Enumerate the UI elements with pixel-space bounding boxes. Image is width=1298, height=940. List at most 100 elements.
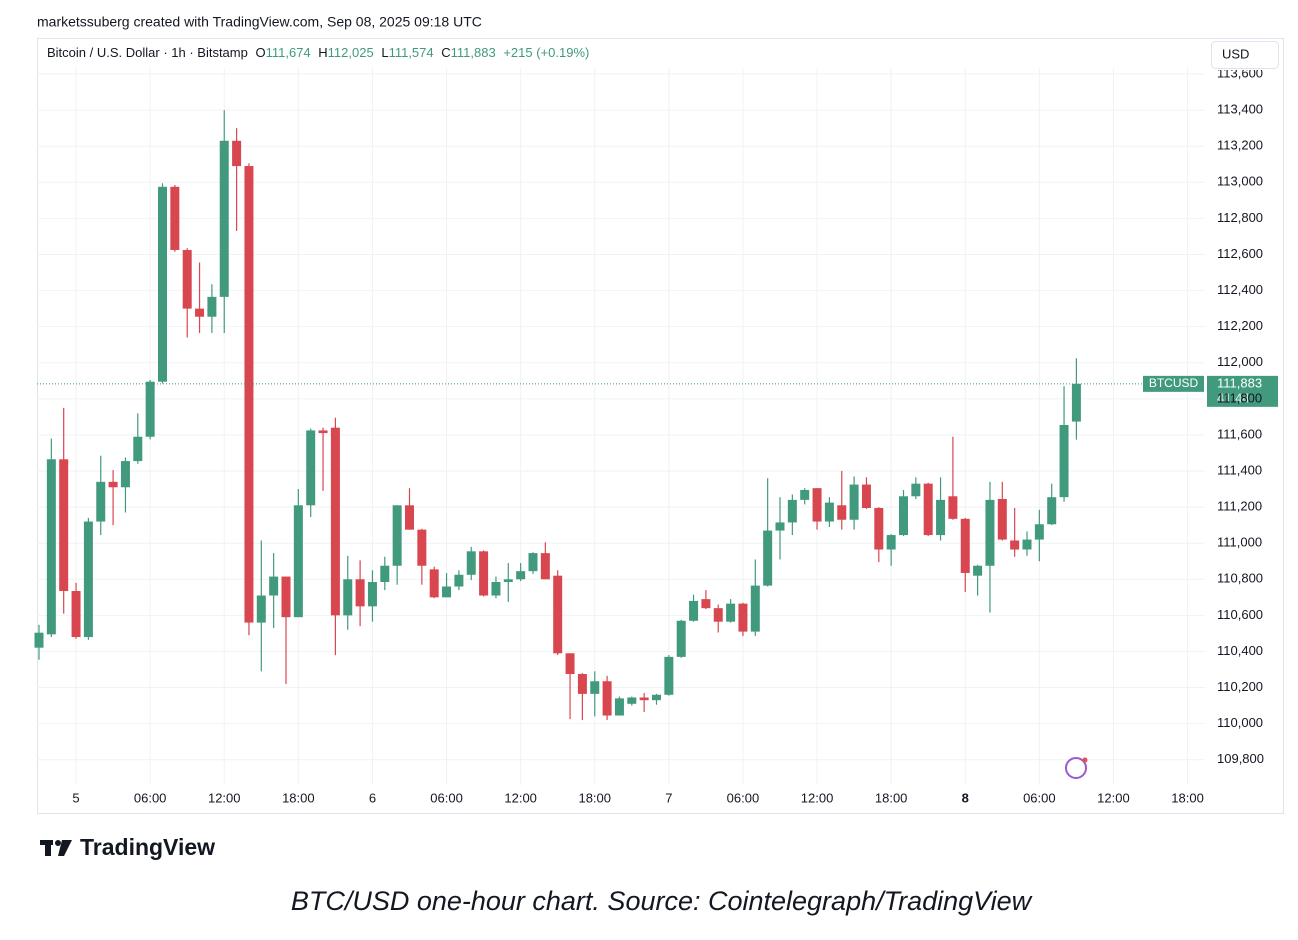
candle-body [318,430,328,434]
y-tick-label: 112,600 [1217,246,1263,261]
candle-body [269,576,279,596]
candle-body [861,484,871,509]
legend: Bitcoin / U.S. Dollar · 1h · Bitstamp O1… [47,45,589,60]
y-tick-label: 110,000 [1217,715,1263,730]
candle-body [256,595,266,623]
logo-icon [40,840,72,856]
candle-body [1059,425,1069,498]
candle-body [405,505,414,530]
x-tick-label: 6 [369,790,376,805]
candle-body [1047,497,1057,525]
candle-body [787,499,797,523]
y-tick-label: 113,200 [1217,138,1263,153]
candle-body [479,551,489,596]
c-value: 111,883 [451,45,496,60]
candle-body [34,632,44,648]
y-tick-label: 110,200 [1217,679,1263,694]
y-tick-label: 111,600 [1217,426,1262,441]
y-tick-label: 112,400 [1217,282,1263,297]
candle-body [491,581,501,596]
y-tick-label: 112,800 [1217,210,1263,225]
x-tick-label: 8 [962,790,969,805]
candle-body [108,481,118,488]
y-tick-label: 111,000 [1217,535,1262,550]
candle-body [652,694,661,701]
candle-body [750,585,760,632]
price-axis: 109,800 110,000 110,200 110,400 110,600 110,8… [1217,70,1264,766]
candle-body [614,698,624,716]
y-tick-label: 112,000 [1217,354,1263,369]
candle-body [689,600,699,621]
candle-body [639,697,649,701]
y-tick-label: 111,800 [1217,390,1262,405]
candle-body [886,535,896,550]
x-tick-label: 5 [72,790,79,805]
candle-body [83,521,93,638]
candle-body [1034,524,1044,540]
candle-body [380,565,390,582]
x-tick-label: 12:00 [504,790,537,805]
candles [34,110,1081,721]
h-label: H [318,45,327,60]
candle-body [442,586,452,598]
x-tick-label: 12:00 [208,790,241,805]
candle-body [219,140,229,297]
candle-body [590,681,600,694]
candle-body [849,484,859,520]
candle-body [145,381,155,437]
y-tick-label: 110,600 [1217,607,1263,622]
legend-backdrop [40,40,640,68]
candle-body [936,499,946,536]
candle-body [207,296,217,317]
candle-body [1010,540,1020,550]
x-tick-label: 06:00 [134,790,167,805]
candle-body [997,498,1007,540]
candle-body [800,489,810,500]
candle-body [120,461,130,488]
candle-body [874,508,884,550]
x-tick-label: 12:00 [801,790,834,805]
logo-text: TradingView [80,834,215,860]
candle-body [46,459,56,635]
candle-body [232,140,242,167]
candle-body [516,571,526,580]
y-tick-label: 111,200 [1217,499,1262,514]
candle-body [923,483,933,536]
price-tag-text: 111,883 [1217,375,1262,390]
candle-body [429,569,439,598]
x-tick-label: 18:00 [1171,790,1204,805]
candle-body [367,581,377,607]
c-label: C [441,45,450,60]
candle-body [602,681,612,716]
assistant-icon [1065,757,1088,779]
candle-body [1071,383,1081,422]
candle-body [726,603,736,622]
candle-body [960,518,970,573]
candle-body [71,591,81,638]
y-tick-label: 109,800 [1217,751,1264,766]
candle-body [528,553,538,572]
candle-body [1022,539,1032,550]
candle-body [170,186,180,250]
currency-label: USD [1222,46,1249,61]
candle-body [985,499,995,566]
chart-frame [37,38,1284,814]
o-label: O [255,45,265,60]
candle-body [59,459,69,592]
candle-body [417,529,427,566]
candle-body [503,579,513,582]
l-label: L [381,45,388,60]
x-tick-label: 18:00 [578,790,611,805]
caption: BTC/USD one-hour chart. Source: Cointele… [291,886,1033,916]
y-tick-label: 111,400 [1217,462,1262,477]
currency-button[interactable] [1211,41,1279,69]
x-tick-label: 12:00 [1097,790,1130,805]
candle-body [281,576,291,618]
candle-body [775,522,785,531]
candle-body [392,505,402,566]
candle-body [763,530,773,586]
symbol-tag-text: BTCUSD [1149,376,1199,390]
